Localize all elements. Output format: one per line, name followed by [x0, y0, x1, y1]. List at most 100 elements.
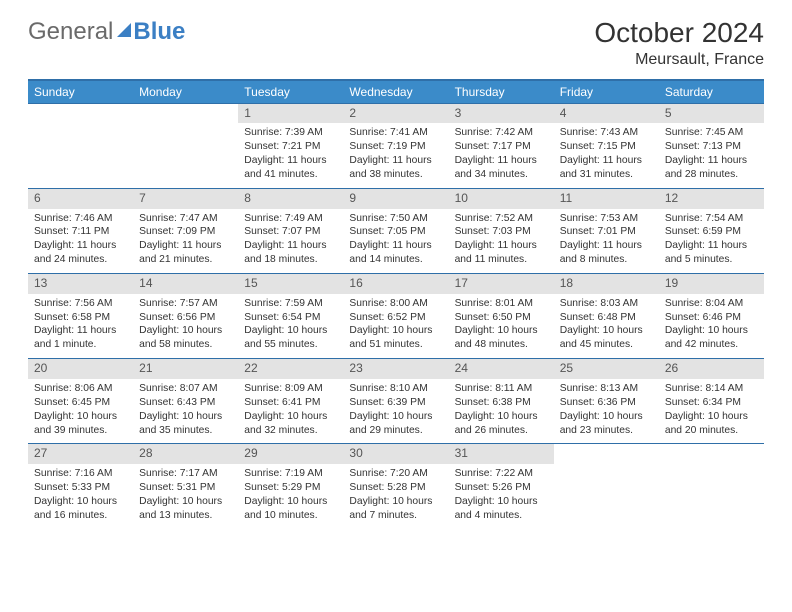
day-number: 17 [449, 274, 554, 294]
day-number: 23 [343, 359, 448, 379]
sunset-text: Sunset: 6:48 PM [560, 311, 653, 325]
calendar-week: 6Sunrise: 7:46 AMSunset: 7:11 PMDaylight… [28, 188, 764, 273]
sunrise-text: Sunrise: 8:13 AM [560, 382, 653, 396]
sunset-text: Sunset: 6:39 PM [349, 396, 442, 410]
weekday-row: Sunday Monday Tuesday Wednesday Thursday… [28, 80, 764, 104]
sunrise-text: Sunrise: 7:42 AM [455, 126, 548, 140]
day-content: Sunrise: 7:41 AMSunset: 7:19 PMDaylight:… [343, 123, 448, 188]
calendar-cell: 14Sunrise: 7:57 AMSunset: 6:56 PMDayligh… [133, 274, 238, 359]
sunset-text: Sunset: 7:13 PM [665, 140, 758, 154]
day-content: Sunrise: 8:09 AMSunset: 6:41 PMDaylight:… [238, 379, 343, 444]
calendar-cell: 27Sunrise: 7:16 AMSunset: 5:33 PMDayligh… [28, 444, 133, 529]
weekday-header: Friday [554, 80, 659, 104]
calendar-cell: 21 Sunrise: 8:07 AMSunset: 6:43 PMDayligh… [133, 359, 238, 444]
sunrise-text: Sunrise: 8:10 AM [349, 382, 442, 396]
sunset-text: Sunset: 7:01 PM [560, 225, 653, 239]
sunrise-text: Sunrise: 7:50 AM [349, 212, 442, 226]
day-content: Sunrise: 7:54 AMSunset: 6:59 PMDaylight:… [659, 209, 764, 274]
day-number: 11 [554, 189, 659, 209]
calendar-cell: . [554, 444, 659, 529]
day-content: Sunrise: 7:46 AMSunset: 7:11 PMDaylight:… [28, 209, 133, 274]
daylight-text: Daylight: 10 hours and 4 minutes. [455, 495, 548, 523]
sunrise-text: Sunrise: 7:41 AM [349, 126, 442, 140]
sunset-text: Sunset: 6:34 PM [665, 396, 758, 410]
sunset-text: Sunset: 6:38 PM [455, 396, 548, 410]
day-content: Sunrise: 8:03 AMSunset: 6:48 PMDaylight:… [554, 294, 659, 359]
sunset-text: Sunset: 6:52 PM [349, 311, 442, 325]
sunset-text: Sunset: 7:09 PM [139, 225, 232, 239]
sunset-text: Sunset: 6:50 PM [455, 311, 548, 325]
daylight-text: Daylight: 10 hours and 10 minutes. [244, 495, 337, 523]
daylight-text: Daylight: 11 hours and 21 minutes. [139, 239, 232, 267]
day-number: 29 [238, 444, 343, 464]
day-number: 20 [28, 359, 133, 379]
sunrise-text: Sunrise: 7:53 AM [560, 212, 653, 226]
daylight-text: Daylight: 10 hours and 13 minutes. [139, 495, 232, 523]
sunrise-text: Sunrise: 8:04 AM [665, 297, 758, 311]
sunset-text: Sunset: 7:21 PM [244, 140, 337, 154]
sunrise-text: Sunrise: 7:39 AM [244, 126, 337, 140]
calendar-week: 20Sunrise: 8:06 AMSunset: 6:45 PMDayligh… [28, 359, 764, 444]
day-content: Sunrise: 7:42 AMSunset: 7:17 PMDaylight:… [449, 123, 554, 188]
sunset-text: Sunset: 7:05 PM [349, 225, 442, 239]
calendar-week: 27Sunrise: 7:16 AMSunset: 5:33 PMDayligh… [28, 444, 764, 529]
daylight-text: Daylight: 11 hours and 38 minutes. [349, 154, 442, 182]
daylight-text: Daylight: 10 hours and 42 minutes. [665, 324, 758, 352]
day-number: 3 [449, 104, 554, 124]
sunrise-text: Sunrise: 7:43 AM [560, 126, 653, 140]
day-number: 26 [659, 359, 764, 379]
calendar-cell: 5Sunrise: 7:45 AMSunset: 7:13 PMDaylight… [659, 103, 764, 188]
day-number: 31 [449, 444, 554, 464]
daylight-text: Daylight: 11 hours and 14 minutes. [349, 239, 442, 267]
sunrise-text: Sunrise: 7:49 AM [244, 212, 337, 226]
day-number: 5 [659, 104, 764, 124]
calendar-cell: 4Sunrise: 7:43 AMSunset: 7:15 PMDaylight… [554, 103, 659, 188]
sunset-text: Sunset: 5:28 PM [349, 481, 442, 495]
daylight-text: Daylight: 11 hours and 34 minutes. [455, 154, 548, 182]
day-content: Sunrise: 7:57 AMSunset: 6:56 PMDaylight:… [133, 294, 238, 359]
day-number: 14 [133, 274, 238, 294]
month-title: October 2024 [594, 18, 764, 49]
sunrise-text: Sunrise: 8:11 AM [455, 382, 548, 396]
daylight-text: Daylight: 10 hours and 7 minutes. [349, 495, 442, 523]
sunrise-text: Sunrise: 7:52 AM [455, 212, 548, 226]
daylight-text: Daylight: 10 hours and 20 minutes. [665, 410, 758, 438]
day-number: 21 [133, 359, 238, 379]
sunset-text: Sunset: 6:56 PM [139, 311, 232, 325]
day-number: 1 [238, 104, 343, 124]
day-number: 30 [343, 444, 448, 464]
daylight-text: Daylight: 11 hours and 18 minutes. [244, 239, 337, 267]
day-content: Sunrise: 7:45 AMSunset: 7:13 PMDaylight:… [659, 123, 764, 188]
weekday-header: Thursday [449, 80, 554, 104]
daylight-text: Daylight: 10 hours and 35 minutes. [139, 410, 232, 438]
sunset-text: Sunset: 6:43 PM [139, 396, 232, 410]
sunset-text: Sunset: 6:45 PM [34, 396, 127, 410]
daylight-text: Daylight: 10 hours and 32 minutes. [244, 410, 337, 438]
daylight-text: Daylight: 10 hours and 39 minutes. [34, 410, 127, 438]
calendar-cell: 18Sunrise: 8:03 AMSunset: 6:48 PMDayligh… [554, 274, 659, 359]
day-content: Sunrise: 7:50 AMSunset: 7:05 PMDaylight:… [343, 209, 448, 274]
daylight-text: Daylight: 10 hours and 51 minutes. [349, 324, 442, 352]
logo-blue: Blue [133, 18, 185, 46]
location: Meursault, France [594, 51, 764, 69]
calendar-cell: 22Sunrise: 8:09 AMSunset: 6:41 PMDayligh… [238, 359, 343, 444]
daylight-text: Daylight: 10 hours and 58 minutes. [139, 324, 232, 352]
sunrise-text: Sunrise: 7:46 AM [34, 212, 127, 226]
sunset-text: Sunset: 5:31 PM [139, 481, 232, 495]
daylight-text: Daylight: 11 hours and 5 minutes. [665, 239, 758, 267]
logo-triangle-icon [117, 23, 131, 37]
daylight-text: Daylight: 11 hours and 1 minute. [34, 324, 127, 352]
day-content: Sunrise: 7:47 AMSunset: 7:09 PMDaylight:… [133, 209, 238, 274]
calendar-cell: 6Sunrise: 7:46 AMSunset: 7:11 PMDaylight… [28, 188, 133, 273]
sunrise-text: Sunrise: 7:59 AM [244, 297, 337, 311]
calendar-cell: 15Sunrise: 7:59 AMSunset: 6:54 PMDayligh… [238, 274, 343, 359]
day-content: Sunrise: 8:10 AMSunset: 6:39 PMDaylight:… [343, 379, 448, 444]
sunrise-text: Sunrise: 8:03 AM [560, 297, 653, 311]
calendar-cell: 31Sunrise: 7:22 AMSunset: 5:26 PMDayligh… [449, 444, 554, 529]
day-content: Sunrise: 8:06 AMSunset: 6:45 PMDaylight:… [28, 379, 133, 444]
sunrise-text: Sunrise: 8:07 AM [139, 382, 232, 396]
day-number: 6 [28, 189, 133, 209]
daylight-text: Daylight: 10 hours and 26 minutes. [455, 410, 548, 438]
day-number: 24 [449, 359, 554, 379]
day-content: Sunrise: 7:49 AMSunset: 7:07 PMDaylight:… [238, 209, 343, 274]
